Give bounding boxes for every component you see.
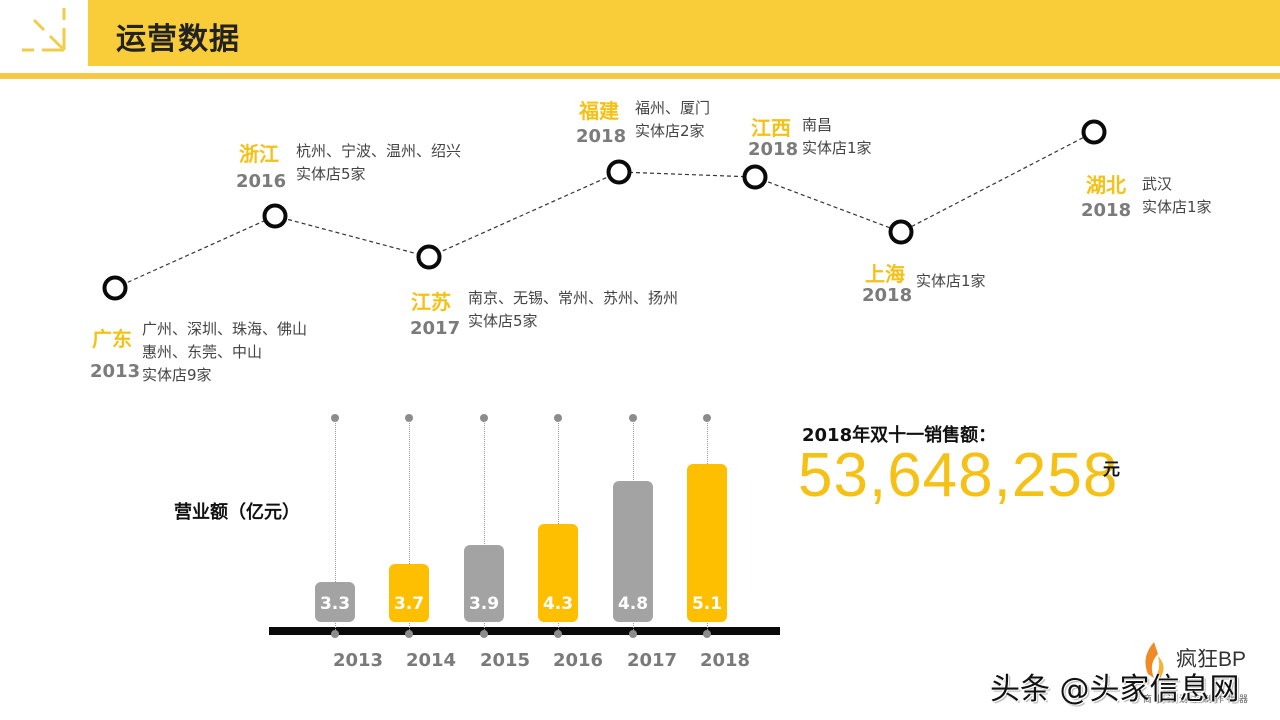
bar-column-2015: 3.9	[464, 414, 504, 638]
city-list: 南京、无锡、常州、苏州、扬州 实体店5家	[468, 289, 679, 330]
x-tick-label: 2017	[626, 650, 678, 671]
timeline-node-zhejiang	[262, 203, 288, 229]
x-tick-label: 2013	[332, 650, 384, 671]
bar-axis-dot	[331, 630, 339, 638]
bar-value-label: 3.7	[393, 594, 425, 614]
city-list: 杭州、宁波、温州、绍兴 实体店5家	[296, 142, 462, 183]
header-divider	[0, 73, 1280, 79]
bar-guide-dot	[703, 414, 711, 422]
bar-guide-line	[483, 420, 485, 632]
header-bar	[88, 0, 1280, 66]
chart-y-label: 营业额（亿元）	[174, 502, 300, 523]
year-label: 2017	[410, 318, 461, 339]
bar-guide-dot	[480, 414, 488, 422]
bar-column-2014: 3.7	[389, 414, 429, 638]
bar-guide-dot	[405, 414, 413, 422]
bar-guide-line	[334, 420, 336, 632]
bar-column-2013: 3.3	[315, 414, 355, 638]
year-label: 2016	[236, 171, 287, 192]
bar-axis-dot	[405, 630, 413, 638]
bar-axis-dot	[629, 630, 637, 638]
year-label: 2018	[862, 285, 913, 306]
bar-2018: 5.1	[687, 464, 727, 622]
timeline-node-shanghai	[888, 219, 914, 245]
bar-axis-dot	[554, 630, 562, 638]
timeline-node-guangdong	[102, 275, 128, 301]
year-label: 2018	[748, 139, 799, 160]
timeline-connector	[102, 119, 1107, 301]
bar-column-2017: 4.8	[613, 414, 653, 638]
bar-value-label: 4.8	[617, 594, 649, 614]
bar-2014: 3.7	[389, 564, 429, 622]
x-tick-label: 2018	[699, 650, 751, 671]
province-label: 江西	[751, 116, 791, 140]
city-list: 广州、深圳、珠海、佛山 惠州、东莞、中山 实体店9家	[142, 320, 308, 384]
sales-value: 53,648,258	[798, 441, 1119, 510]
bar-column-2016: 4.3	[538, 414, 578, 638]
page-title: 运营数据	[116, 22, 240, 57]
bar-axis-dot	[480, 630, 488, 638]
city-list: 实体店1家	[916, 272, 986, 290]
bar-2016: 4.3	[538, 524, 578, 622]
brand-tagline: 商业计划书制作神器	[1143, 695, 1252, 705]
province-label: 福建	[579, 99, 619, 123]
province-label: 浙江	[239, 142, 279, 166]
city-list: 武汉 实体店1家	[1142, 175, 1212, 216]
sales-label: 2018年双十一销售额：	[802, 425, 997, 446]
bar-guide-dot	[629, 414, 637, 422]
bar-value-label: 3.3	[319, 594, 351, 614]
year-label: 2013	[90, 361, 141, 382]
bar-guide-line	[408, 420, 410, 632]
bar-value-label: 4.3	[542, 594, 574, 614]
x-tick-label: 2014	[405, 650, 457, 671]
timeline-node-hubei	[1081, 119, 1107, 145]
brand-flame-icon	[1145, 642, 1164, 678]
city-list: 福州、厦门 实体店2家	[635, 99, 711, 140]
bar-2015: 3.9	[464, 545, 504, 622]
bar-value-label: 3.9	[468, 594, 500, 614]
brand-name: 疯狂BP	[1176, 648, 1247, 671]
year-label: 2018	[576, 126, 627, 147]
sales-unit: 元	[1103, 460, 1120, 480]
timeline-node-fujian	[606, 159, 632, 185]
watermark-text: 头条 @头家信息网	[990, 672, 1240, 707]
bar-column-2018: 5.1	[687, 414, 727, 638]
bar-2017: 4.8	[613, 481, 653, 622]
chart-x-axis	[269, 627, 780, 635]
province-label: 湖北	[1086, 173, 1126, 197]
bar-guide-dot	[554, 414, 562, 422]
x-tick-label: 2015	[479, 650, 531, 671]
bar-2013: 3.3	[315, 582, 355, 622]
bar-axis-dot	[703, 630, 711, 638]
corner-arrow-icon	[22, 8, 66, 52]
bar-value-label: 5.1	[691, 594, 723, 614]
province-label: 广东	[92, 327, 132, 351]
bar-guide-dot	[331, 414, 339, 422]
province-label: 江苏	[411, 290, 451, 314]
province-label: 上海	[865, 262, 905, 286]
year-label: 2018	[1081, 200, 1132, 221]
x-tick-label: 2016	[552, 650, 604, 671]
timeline-node-jiangsu	[416, 244, 442, 270]
city-list: 南昌 实体店1家	[802, 116, 872, 157]
timeline-node-jiangxi	[742, 164, 768, 190]
